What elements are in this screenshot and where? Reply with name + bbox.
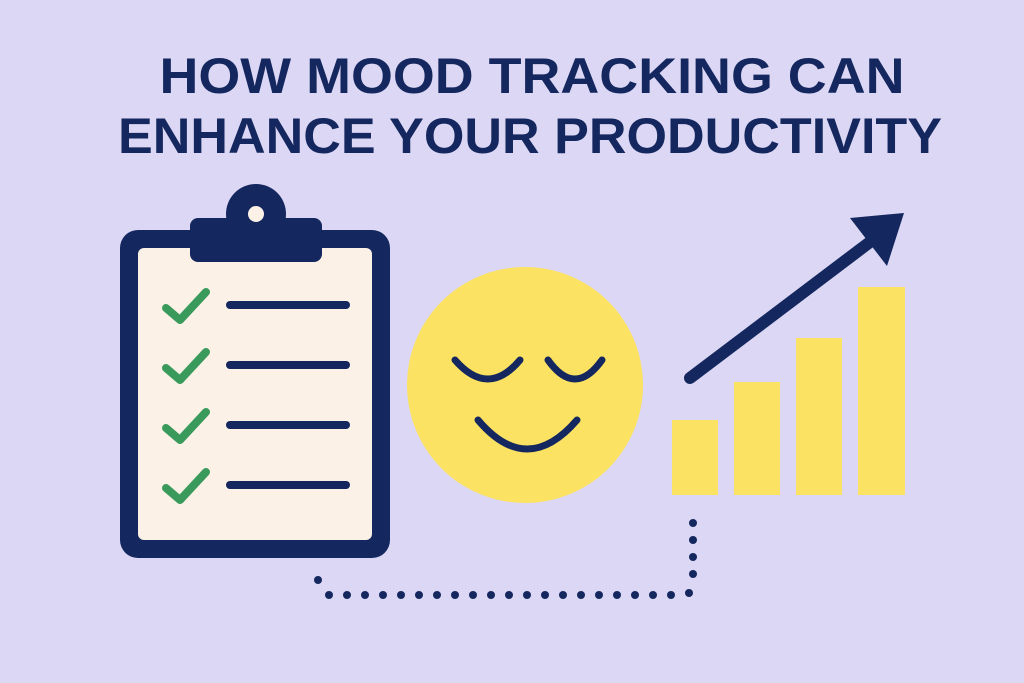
trend-arrow: [684, 213, 904, 384]
title-line: ENHANCE YOUR PRODUCTIVITY: [118, 108, 942, 164]
smiley-face: [407, 267, 643, 503]
growth-chart-icon: [672, 287, 905, 495]
clipboard-icon: [120, 184, 390, 558]
title-line: HOW MOOD TRACKING CAN: [160, 48, 905, 104]
dotted-connector: [314, 519, 697, 599]
